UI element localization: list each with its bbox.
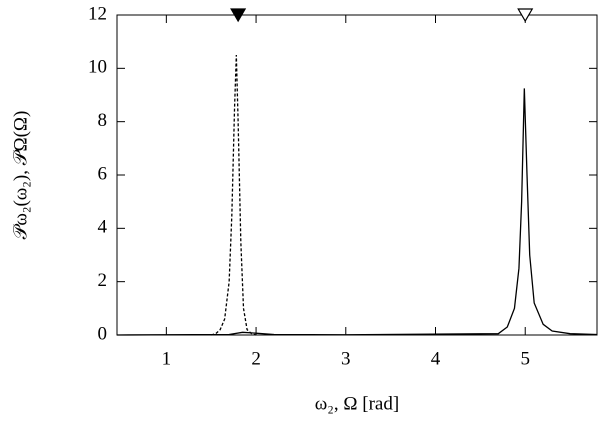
x-axis-label: ω₂, Ω [rad] (315, 393, 399, 414)
x-tick-label: 2 (251, 348, 261, 369)
y-tick-label: 4 (98, 217, 108, 238)
x-tick-label: 3 (341, 348, 351, 369)
y-tick-label: 0 (98, 323, 108, 344)
series-line (116, 88, 598, 336)
y-tick-label: 12 (88, 3, 107, 24)
series-line (211, 54, 257, 336)
x-tick-label: 1 (162, 348, 172, 369)
y-tick-label: 10 (88, 57, 107, 78)
x-tick-label: 4 (431, 348, 441, 369)
peak-marker (230, 8, 247, 23)
x-tick-label: 5 (520, 348, 530, 369)
y-tick-label: 2 (98, 270, 108, 291)
plot-frame (116, 14, 598, 336)
y-tick-label: 8 (98, 110, 108, 131)
peak-marker (517, 8, 534, 23)
y-axis-label: 𝒫ω₂(ω₂), 𝒫Ω(Ω) (10, 111, 31, 240)
y-tick-label: 6 (98, 163, 108, 184)
